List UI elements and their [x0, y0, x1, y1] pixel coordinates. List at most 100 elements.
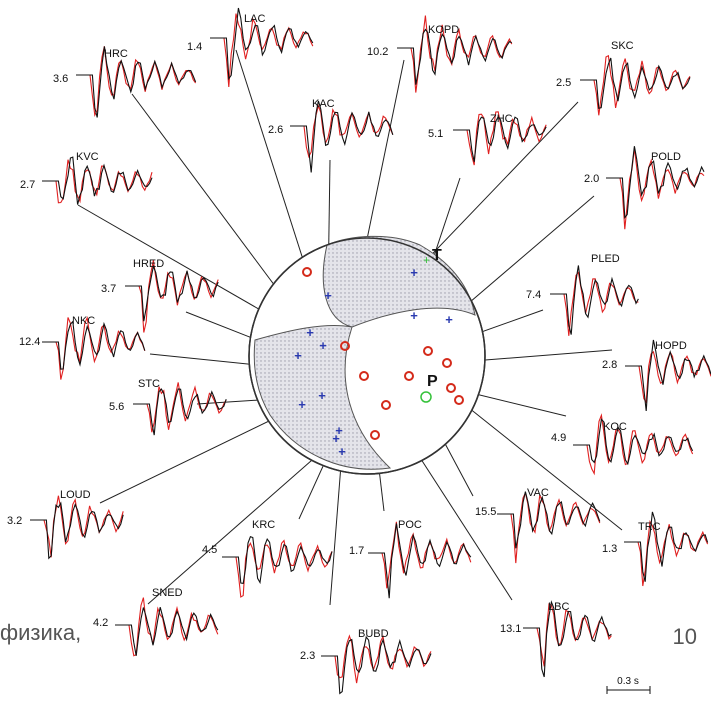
compressional-marker [381, 400, 391, 410]
amplitude-label: 10.2 [367, 46, 388, 58]
amplitude-label: 3.6 [53, 73, 68, 85]
synthetic-seismogram [115, 597, 219, 657]
amplitude-label: 2.6 [268, 124, 283, 136]
station-label: HRED [133, 258, 164, 270]
amplitude-label: 1.3 [602, 543, 617, 555]
page-number: 10 [672, 624, 697, 649]
station-label: SNED [152, 587, 183, 599]
station-label: LAC [244, 13, 265, 25]
compressional-marker [404, 371, 414, 381]
station-label: SKC [611, 40, 634, 52]
time-scale-label: 0.3 s [617, 676, 639, 687]
amplitude-label: 4.5 [202, 544, 217, 556]
connector-line [448, 195, 595, 321]
amplitude-label: 1.7 [349, 545, 364, 557]
observed-seismogram [606, 146, 705, 219]
dilatational-marker: + [298, 397, 306, 412]
compressional-marker [359, 371, 369, 381]
beachball: T P + [248, 235, 486, 475]
tension-axis-marker: + [423, 253, 430, 267]
dilatational-marker: + [319, 338, 327, 353]
compressional-marker [446, 383, 456, 393]
observed-seismogram [550, 265, 639, 335]
observed-seismogram [115, 607, 219, 656]
pressure-axis-marker [420, 391, 432, 403]
station-label: NKC [72, 315, 95, 327]
station-label: ZHC [490, 113, 513, 125]
amplitude-label: 15.5 [475, 506, 496, 518]
amplitude-label: 2.5 [556, 77, 571, 89]
amplitude-label: 1.4 [187, 41, 202, 53]
synthetic-seismogram [550, 271, 639, 336]
amplitude-label: 4.9 [551, 432, 566, 444]
connector-line [413, 101, 579, 274]
amplitude-label: 3.7 [101, 283, 116, 295]
compressional-marker [370, 430, 380, 440]
polarity-markers: ++++++++++++ [294, 265, 464, 459]
station-label: KOC [603, 421, 627, 433]
observed-seismogram [321, 635, 432, 695]
amplitude-label: 7.4 [526, 289, 541, 301]
amplitude-label: 3.2 [7, 515, 22, 527]
synthetic-seismogram [397, 15, 513, 93]
dilatational-marker: + [445, 312, 453, 327]
amplitude-label: 13.1 [500, 623, 521, 635]
beachball-outline-stroke [248, 237, 486, 475]
station-label: KAC [312, 98, 335, 110]
synthetic-seismogram [580, 54, 691, 116]
station-label: KVC [76, 151, 99, 163]
observed-seismogram [76, 46, 197, 118]
amplitude-label: 4.2 [93, 617, 108, 629]
amplitude-label: 2.7 [20, 179, 35, 191]
dilatational-marker: + [318, 388, 326, 403]
compressional-marker [423, 346, 433, 356]
station-label: LBC [548, 601, 569, 613]
synthetic-seismogram [133, 382, 227, 433]
observed-seismogram [397, 28, 512, 85]
compressional-marker [302, 267, 312, 277]
time-scale-bar: 0.3 s [606, 676, 651, 694]
station-label: KRC [252, 519, 275, 531]
synthetic-seismogram [290, 104, 394, 159]
dilatational-marker: + [410, 265, 418, 280]
synthetic-seismogram [453, 111, 547, 166]
synthetic-seismogram [125, 260, 219, 333]
dilatational-marker: + [335, 423, 343, 438]
synthetic-seismogram [42, 159, 153, 204]
synthetic-seismogram [497, 491, 601, 564]
synthetic-seismogram [523, 603, 612, 667]
observed-seismogram [210, 7, 314, 81]
synthetic-seismogram [573, 413, 694, 476]
compressional-marker [454, 395, 464, 405]
station-label: LOUD [60, 489, 91, 501]
synthetic-seismogram [624, 520, 709, 587]
amplitude-label: 2.0 [584, 173, 599, 185]
observed-seismogram [523, 600, 612, 678]
dilatational-marker: + [294, 348, 302, 363]
station-label: VAC [527, 487, 549, 499]
station-label: KOPD [428, 24, 459, 36]
observed-seismogram [497, 491, 601, 549]
tension-axis-label: T [432, 247, 442, 264]
synthetic-seismogram [42, 316, 146, 380]
connector-line [147, 438, 337, 605]
synthetic-seismogram [321, 634, 432, 684]
dilatational-marker: + [410, 308, 418, 323]
pressure-axis-label: P [427, 373, 438, 390]
station-label: POLD [651, 151, 681, 163]
connector-line [329, 451, 343, 606]
observed-seismogram [133, 388, 227, 436]
observed-seismogram [42, 156, 153, 205]
observed-seismogram [222, 536, 333, 585]
synthetic-seismogram [368, 521, 472, 589]
synthetic-seismogram [30, 495, 124, 558]
observed-seismogram [290, 100, 394, 173]
station-label: STC [138, 378, 160, 390]
compressional-marker [442, 358, 452, 368]
connector-line [235, 49, 308, 273]
station-label: POC [398, 519, 422, 531]
observed-seismogram [625, 339, 711, 412]
dilatational-marker: + [306, 325, 314, 340]
observed-seismogram [30, 501, 124, 560]
